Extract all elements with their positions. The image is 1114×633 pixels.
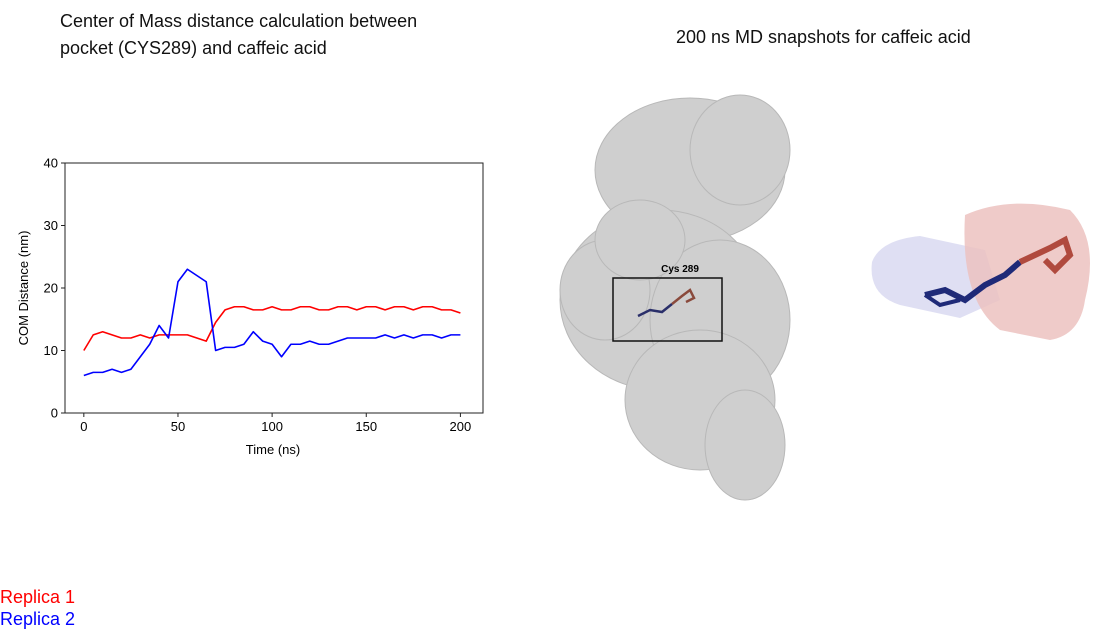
x-tick-label: 50 xyxy=(171,419,185,434)
series-line xyxy=(83,268,461,377)
ligand-small xyxy=(637,288,696,318)
x-axis-label: Time (ns) xyxy=(246,442,300,457)
legend-entry: Replica 1 xyxy=(0,587,76,607)
legend-entry: Replica 2 xyxy=(0,609,76,629)
y-axis-label: COM Distance (nm) xyxy=(16,231,31,346)
y-tick-label: 30 xyxy=(44,218,58,233)
y-tick-label: 40 xyxy=(44,156,58,171)
x-tick-label: 100 xyxy=(261,419,283,434)
chart-title: Center of Mass distance calculation betw… xyxy=(60,11,418,58)
plot-frame xyxy=(64,162,484,414)
panel-title: 200 ns MD snapshots for caffeic acid xyxy=(676,27,971,47)
x-tick-label: 200 xyxy=(450,419,472,434)
y-tick-label: 20 xyxy=(44,281,58,296)
x-tick-label: 0 xyxy=(80,419,87,434)
pocket-closeup xyxy=(871,203,1090,340)
y-tick-label: 0 xyxy=(51,406,58,421)
series-line xyxy=(83,305,461,351)
x-tick-label: 150 xyxy=(355,419,377,434)
protein-surface xyxy=(559,94,791,501)
line-chart: 0 50 100 150 200 0 10 20 30 40 xyxy=(44,156,484,434)
y-tick-label: 10 xyxy=(44,343,58,358)
pocket-label: Cys 289 xyxy=(661,264,699,275)
pocket-box xyxy=(612,277,723,342)
